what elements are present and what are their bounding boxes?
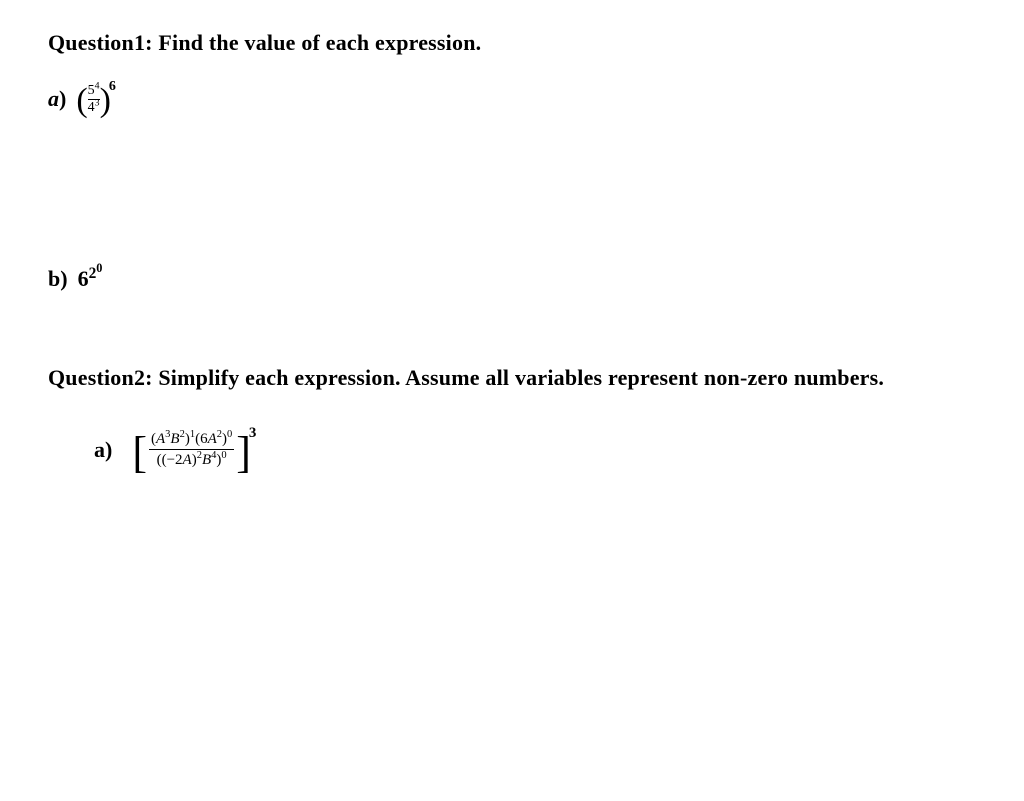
q1-b-base: 6 [78, 266, 89, 291]
q1-b-row: b) 620 [48, 266, 976, 292]
q1-a-letter: a [48, 86, 59, 111]
q2-header: Question2: Simplify each expression. Ass… [48, 362, 976, 394]
q1-a-den-base: 4 [88, 100, 95, 115]
q2-a-outer-exp: 3 [249, 425, 257, 442]
q2-a-numerator: (A3B2)1(6A2)0 [149, 431, 234, 451]
q1-a-paren: ) [59, 86, 66, 111]
page: Question1: Find the value of each expres… [0, 0, 1024, 502]
q1-b-label: b) [48, 266, 68, 292]
q2-num-t2b: B [170, 431, 179, 447]
q1-a-outer-exp: 6 [109, 79, 116, 95]
q2-den-t1b: A [183, 452, 192, 468]
q1-b-exp: 20 [89, 265, 103, 282]
q2-a-row: a) [ (A3B2)1(6A2)0 ((−2A)2B4)0 ] 3 [48, 428, 976, 472]
q2-num-t3b: A [208, 431, 217, 447]
q2-den-t2b: B [202, 452, 211, 468]
q2-den-t2e: 4 [211, 450, 216, 461]
q2-num-t3e: 2 [217, 429, 222, 440]
q2-num-g2e: 0 [227, 429, 232, 440]
q1-b-expression: 620 [78, 266, 103, 292]
q2-a-expression: [ (A3B2)1(6A2)0 ((−2A)2B4)0 ] 3 [132, 428, 258, 472]
q2-den-oe: 0 [221, 450, 226, 461]
q1-b-inner-exp: 0 [96, 261, 102, 275]
q2-num-g1e: 1 [190, 429, 195, 440]
left-bracket-icon: [ [132, 431, 147, 475]
spacer [48, 116, 976, 266]
q1-a-fraction: 5 4 43 [88, 84, 100, 115]
q1-header: Question1: Find the value of each expres… [48, 30, 976, 56]
q1-a-num-base: 5 [88, 83, 95, 98]
q1-a-label: a) [48, 86, 66, 112]
q1-a-expression: ( 54 43 ) 6 [76, 82, 118, 116]
left-paren-icon: ( [76, 84, 87, 118]
spacer [48, 292, 976, 362]
q2-a-label: a) [94, 437, 112, 463]
q2-num-t1b: A [156, 431, 165, 447]
q2-den-t1c: −2 [167, 452, 183, 468]
q2-a-denominator: ((−2A)2B4)0 [157, 450, 227, 469]
q2-num-t3c: 6 [200, 431, 208, 447]
q2-a-fraction: (A3B2)1(6A2)0 ((−2A)2B4)0 [149, 431, 234, 469]
q1-a-row: a) ( 5 4 43 ) 6 [48, 82, 976, 116]
q2-num-t2e: 2 [180, 429, 185, 440]
q1-a-denominator: 43 [88, 100, 100, 115]
